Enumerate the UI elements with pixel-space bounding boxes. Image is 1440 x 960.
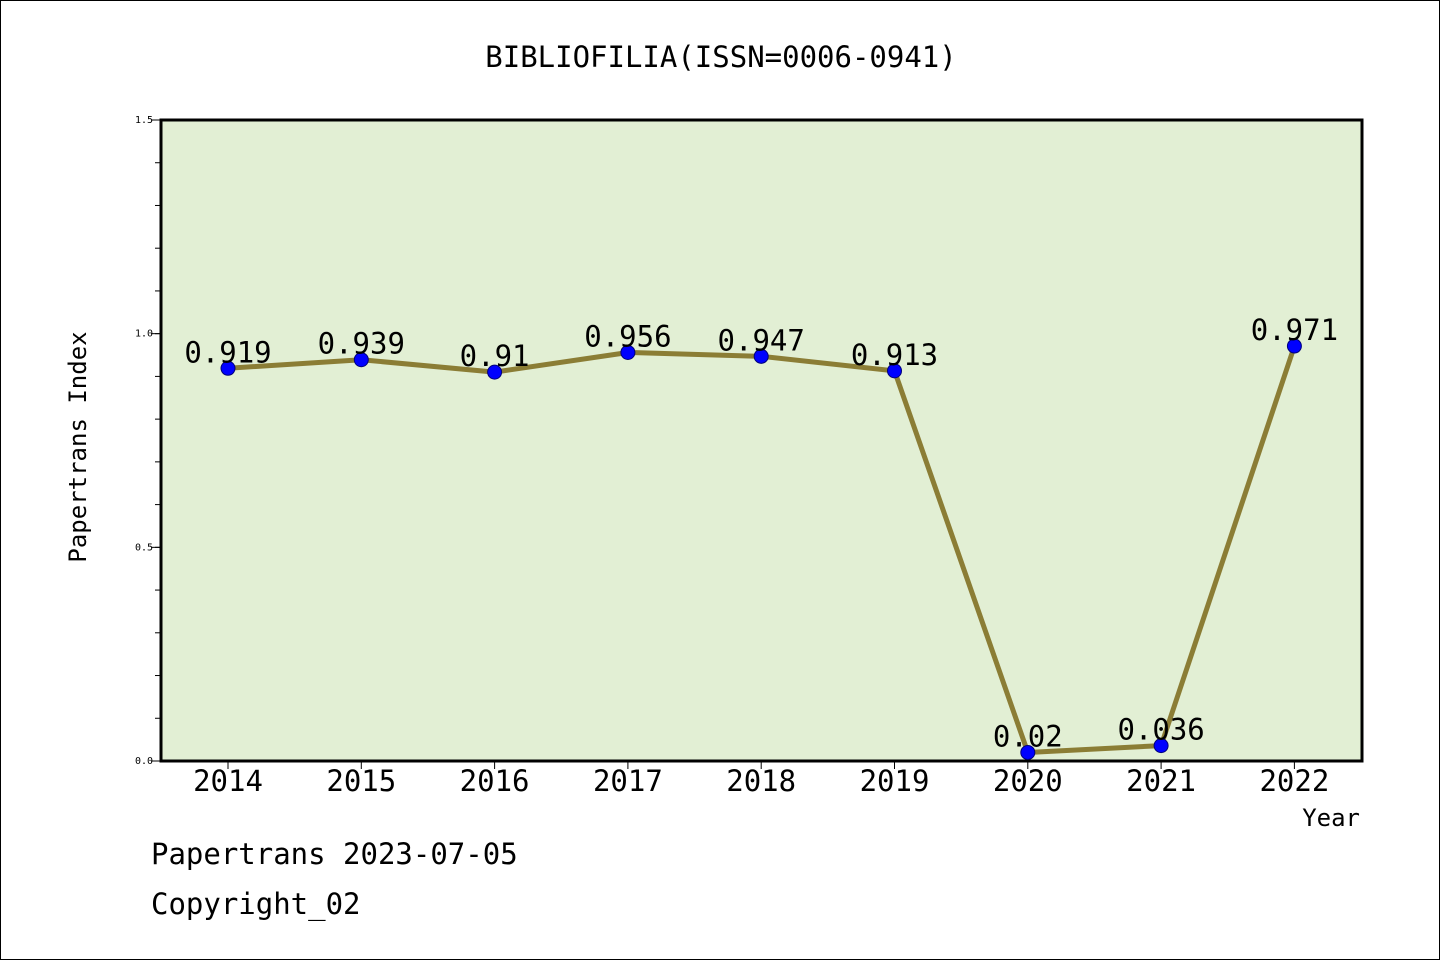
data-point [1286, 338, 1302, 354]
x-tick-label: 2016 [460, 764, 530, 798]
data-label: 0.956 [584, 319, 671, 353]
x-tick-label: 2014 [193, 764, 263, 798]
data-label: 0.939 [318, 327, 405, 361]
data-point [1020, 744, 1036, 760]
y-tick-label: 0.5 [135, 542, 153, 553]
x-tick-label: 2022 [1259, 764, 1329, 798]
x-tick-label: 2018 [726, 764, 796, 798]
x-tick-label: 2019 [860, 764, 930, 798]
x-tick-label: 2020 [993, 764, 1063, 798]
data-point [1153, 738, 1169, 754]
data-point [753, 348, 769, 364]
y-tick-label: 0.0 [135, 756, 153, 767]
data-point [887, 363, 902, 379]
x-tick-label: 2017 [593, 764, 663, 798]
y-axis-label: Papertrans Index [64, 331, 92, 562]
data-point [487, 364, 503, 380]
data-point [620, 344, 636, 360]
data-label: 0.913 [851, 338, 938, 372]
data-label: 0.971 [1251, 313, 1338, 347]
x-axis-ticks: 2014 2015 2016 2017 2018 2019 2020 2021 2022 [193, 761, 1329, 798]
y-tick-label: 1.0 [135, 329, 153, 340]
data-label: 0.036 [1117, 713, 1204, 747]
y-tick-label: 1.5 [135, 115, 153, 126]
data-label: 0.02 [993, 719, 1063, 753]
y-axis-ticks: 0.0 0.5 1.0 1.5 [135, 115, 161, 767]
x-tick-label: 2015 [326, 764, 396, 798]
data-label: 0.91 [460, 339, 530, 373]
data-label: 0.947 [718, 323, 805, 357]
footer-date: Papertrans 2023-07-05 [151, 837, 518, 871]
x-axis-label: Year [1302, 804, 1360, 832]
data-point [353, 352, 369, 368]
footer-copyright: Copyright_02 [151, 887, 361, 921]
data-label: 0.919 [184, 335, 271, 369]
x-tick-label: 2021 [1126, 764, 1196, 798]
chart-title: BIBLIOFILIA(ISSN=0006-0941) [485, 40, 956, 74]
data-point [220, 360, 236, 376]
data-labels: 0.919 0.939 0.91 0.956 0.947 0.913 0.02 0.036 0.… [184, 313, 1338, 753]
plot-area [159, 118, 1364, 763]
series-papertrans-index [220, 338, 1302, 760]
